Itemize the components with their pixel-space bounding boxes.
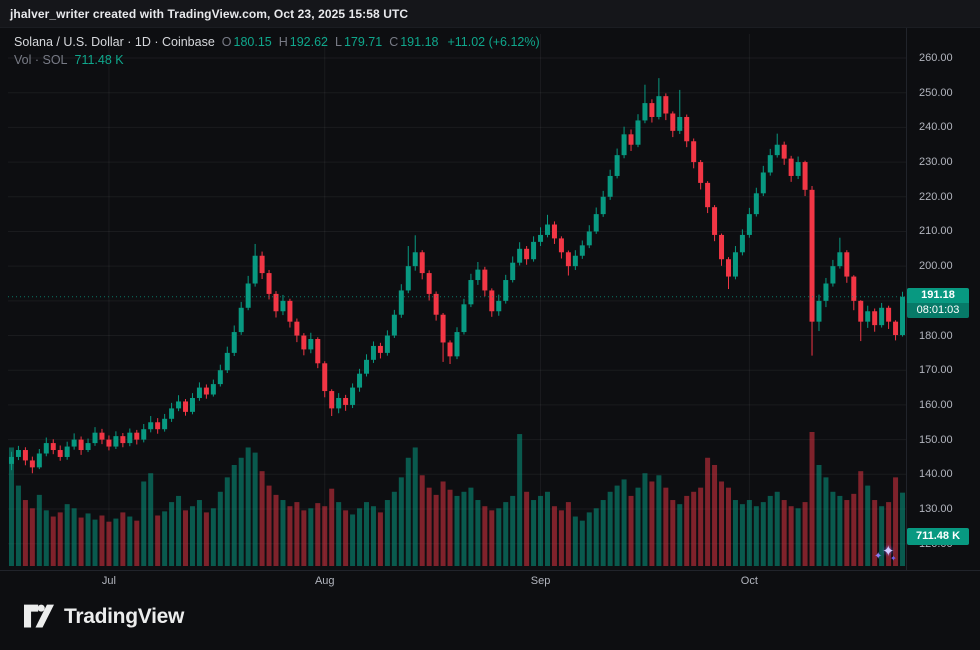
price-tick-label: 220.00 (919, 190, 953, 203)
attribution-bar: jhalver_writer created with TradingView.… (0, 0, 980, 28)
price-tick-label: 210.00 (919, 225, 953, 238)
price-change: +11.02 (+6.12%) (447, 35, 540, 49)
ohlc-high: H 192.62 (278, 35, 329, 49)
time-tick-label: Oct (740, 575, 758, 587)
price-tick-label: 260.00 (919, 52, 953, 64)
ohlc-close: C 191.18 (389, 35, 439, 49)
sparkles-icon[interactable]: ✦ ✦ ✦ (874, 543, 897, 563)
ohlc-open: O 180.15 (221, 35, 272, 49)
volume-badge: 711.48 K (907, 528, 969, 545)
price-tick-label: 250.00 (919, 86, 953, 99)
time-axis[interactable]: Jul Aug Sep Oct (0, 570, 980, 593)
price-tick-label: 230.00 (919, 156, 953, 169)
legend-symbol-row: Solana / U.S. Dollar · 1D · Coinbase O 18… (14, 35, 540, 49)
attribution-text: jhalver_writer created with TradingView.… (10, 6, 409, 21)
symbol-title[interactable]: Solana / U.S. Dollar · 1D · Coinbase (14, 35, 215, 49)
time-tick-label: Aug (314, 575, 335, 587)
time-tick-label: Jul (101, 575, 116, 587)
tradingview-logo[interactable]: TradingView (24, 604, 184, 629)
volume-value: 711.48 K (74, 53, 124, 67)
price-tick-label: 200.00 (919, 260, 953, 273)
price-tick-label: 170.00 (919, 364, 953, 377)
tradingview-logo-icon (24, 604, 54, 628)
tradingview-logo-text: TradingView (64, 604, 185, 628)
price-tick-label: 130.00 (919, 503, 953, 515)
last-price-label: 191.18 (907, 288, 969, 303)
price-tick-label: 140.00 (919, 468, 953, 481)
ohlc-low: L 179.71 (335, 35, 383, 49)
price-tick-label: 150.00 (919, 433, 953, 446)
price-tick-label: 240.00 (919, 121, 953, 134)
volume-study-title[interactable]: Vol · SOL (14, 53, 68, 67)
price-tick-label: 160.00 (919, 398, 953, 411)
bar-countdown: 08:01:03 (907, 303, 969, 318)
time-tick-label: Sep (530, 575, 551, 587)
legend-volume-row: Vol · SOL 711.48 K (14, 53, 540, 67)
last-price-badge: 191.18 08:01:03 (907, 288, 969, 318)
chart-legend: Solana / U.S. Dollar · 1D · Coinbase O 18… (14, 35, 540, 71)
price-tick-label: 180.00 (919, 329, 953, 342)
